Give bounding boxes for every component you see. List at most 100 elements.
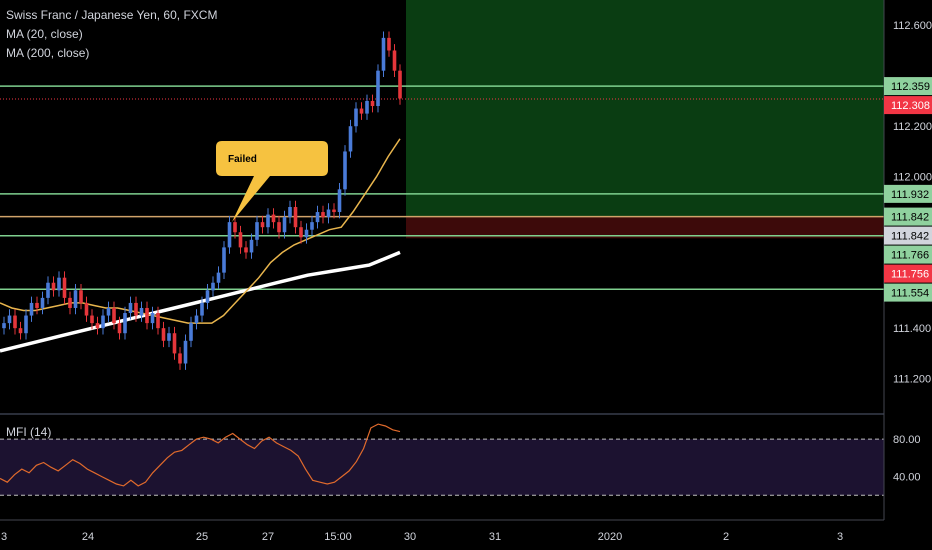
candle-body[interactable] [315,212,320,223]
candle-body[interactable] [398,70,402,99]
candle-body[interactable] [260,222,265,228]
candle-body[interactable] [348,126,353,152]
candle-body[interactable] [95,323,100,329]
candle-body[interactable] [365,100,369,114]
candle-body[interactable] [2,323,6,329]
candle-body[interactable] [106,307,111,316]
time-tick-label: 15:00 [324,531,352,543]
candle-body[interactable] [117,323,122,334]
candle-body[interactable] [222,247,226,273]
candle-body[interactable] [156,313,160,329]
mfi-tick-label: 80.00 [893,434,921,446]
candle-body[interactable] [84,302,89,316]
candle-body[interactable] [205,290,210,303]
candle-body[interactable] [178,353,182,364]
candle-body[interactable] [343,151,347,190]
candle-body[interactable] [277,222,281,233]
candle-body[interactable] [18,328,23,334]
candle-body[interactable] [194,315,199,324]
candle-body[interactable] [167,333,171,341]
candle-body[interactable] [271,214,276,223]
candle-body[interactable] [189,323,193,341]
target-zone [406,0,884,217]
candle-body[interactable] [123,313,127,334]
candle-body[interactable] [150,313,155,324]
price-tag [884,283,932,302]
candle-body[interactable] [183,340,188,364]
candle-body[interactable] [249,239,254,253]
candle-body[interactable] [40,297,45,308]
candle-body[interactable] [211,282,215,291]
candle-body[interactable] [392,50,397,71]
candle-body[interactable] [216,272,221,283]
price-tag [884,184,932,203]
candle-body[interactable] [337,189,342,213]
mfi-label[interactable]: MFI (14) [6,425,52,439]
time-tick-label: 2 [723,531,729,543]
callout-bubble [216,141,328,222]
time-tick-label: 24 [82,531,94,543]
candle-body[interactable] [73,290,78,308]
price-tag [884,245,932,264]
candle-body[interactable] [354,108,358,127]
price-tick-label: 112.200 [893,121,932,133]
candle-body[interactable] [299,227,303,238]
candle-body[interactable] [139,307,144,316]
price-tick-label: 112.600 [893,20,932,32]
candle-body[interactable] [381,37,386,71]
candle-body[interactable] [128,302,133,314]
candle-body[interactable] [200,302,204,316]
candle-body[interactable] [304,229,309,238]
candle-body[interactable] [387,37,391,51]
candle-body[interactable] [29,302,34,316]
candle-body[interactable] [266,214,270,228]
candle-body[interactable] [24,315,28,334]
candle-body[interactable] [376,70,380,107]
candle-body[interactable] [7,315,12,324]
candle-body[interactable] [68,297,72,308]
candle-body[interactable] [57,277,61,291]
candle-body[interactable] [255,222,259,240]
price-tag-label: 111.554 [891,288,929,300]
price-tag [884,96,932,115]
candle-body[interactable] [332,209,336,213]
failed-callout: Failed [216,141,328,222]
candle-body[interactable] [233,222,237,233]
candle-body[interactable] [90,315,94,324]
candle-body[interactable] [238,232,243,248]
candle-body[interactable] [227,222,232,248]
candle-body[interactable] [35,302,39,308]
callout-text: Failed [228,154,257,165]
candle-body[interactable] [51,282,56,291]
indicator-ma200-label[interactable]: MA (200, close) [6,46,90,60]
price-tick-label: 112.000 [893,172,932,184]
price-tag-label: 111.766 [891,250,929,262]
price-tag [884,264,932,283]
candle-body[interactable] [172,333,177,354]
candle-body[interactable] [79,290,83,303]
price-tag-label: 111.932 [891,189,929,201]
candle-body[interactable] [244,247,248,253]
candle-body[interactable] [161,328,166,341]
candle-body[interactable] [134,302,138,316]
indicator-ma20-label[interactable]: MA (20, close) [6,27,83,41]
candle-body[interactable] [282,217,287,233]
candle-body[interactable] [293,207,298,228]
candle-body[interactable] [359,108,364,114]
candle-body[interactable] [101,315,105,329]
candle-body[interactable] [321,212,325,218]
candle-body[interactable] [288,207,292,218]
candle-body[interactable] [370,100,375,107]
symbol-title[interactable]: Swiss Franc / Japanese Yen, 60, FXCM [6,8,218,22]
ma20-line [0,138,401,324]
candle-body[interactable] [112,307,116,324]
candle-body[interactable] [46,282,50,298]
ma200-line [0,250,401,353]
candle-body[interactable] [326,209,331,218]
candle-body[interactable] [13,315,17,329]
candle-body[interactable] [62,277,67,298]
candle-body[interactable] [145,307,149,324]
candle-body[interactable] [310,222,314,230]
stop-zone [406,216,884,239]
